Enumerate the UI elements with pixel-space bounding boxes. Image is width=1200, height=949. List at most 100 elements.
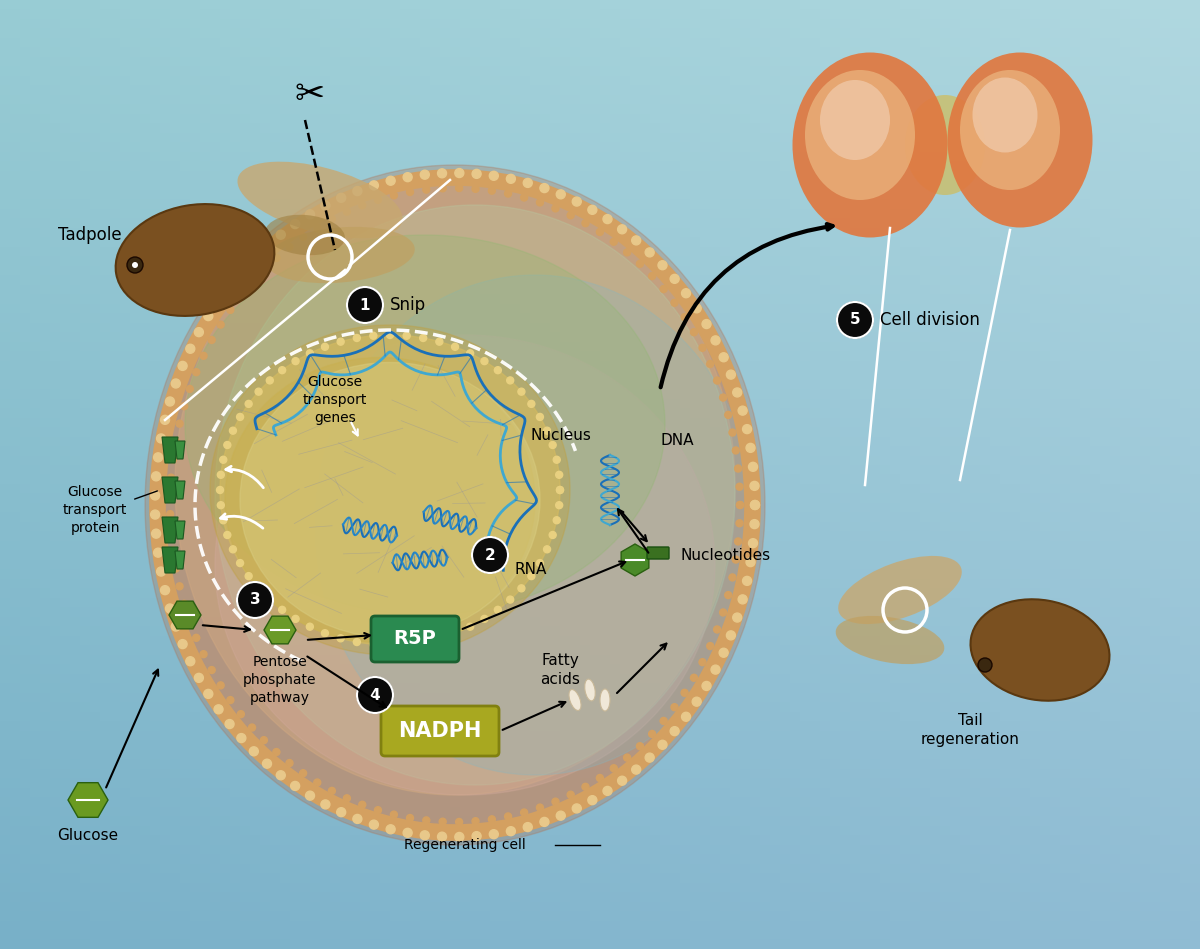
- Circle shape: [682, 314, 688, 321]
- Circle shape: [407, 814, 414, 822]
- Circle shape: [572, 804, 581, 813]
- Circle shape: [719, 648, 728, 658]
- Circle shape: [306, 350, 313, 357]
- Circle shape: [488, 816, 496, 823]
- Circle shape: [370, 820, 378, 829]
- Circle shape: [719, 353, 728, 362]
- Text: 4: 4: [370, 687, 380, 702]
- Circle shape: [544, 427, 551, 435]
- Circle shape: [506, 827, 515, 836]
- Circle shape: [451, 630, 458, 637]
- Circle shape: [374, 807, 382, 813]
- Circle shape: [698, 659, 706, 665]
- Circle shape: [256, 585, 262, 592]
- Text: Nucleotides: Nucleotides: [680, 548, 770, 563]
- Circle shape: [456, 184, 463, 192]
- Ellipse shape: [115, 204, 275, 316]
- Circle shape: [439, 818, 446, 826]
- Circle shape: [181, 402, 187, 410]
- Circle shape: [322, 344, 329, 350]
- Circle shape: [313, 224, 320, 231]
- Circle shape: [151, 530, 161, 538]
- Circle shape: [151, 510, 160, 519]
- Circle shape: [168, 474, 174, 481]
- Circle shape: [208, 337, 215, 344]
- Circle shape: [217, 502, 224, 509]
- Circle shape: [420, 334, 427, 342]
- Ellipse shape: [835, 616, 944, 664]
- Circle shape: [248, 279, 256, 286]
- Circle shape: [658, 261, 667, 270]
- Circle shape: [726, 631, 736, 640]
- Circle shape: [660, 717, 667, 724]
- Circle shape: [156, 434, 166, 443]
- Circle shape: [550, 531, 556, 538]
- Circle shape: [660, 286, 667, 292]
- Circle shape: [263, 759, 271, 768]
- Circle shape: [226, 719, 234, 729]
- Circle shape: [714, 626, 721, 633]
- Text: Nucleus: Nucleus: [530, 427, 590, 442]
- Circle shape: [702, 681, 712, 691]
- Circle shape: [636, 743, 643, 750]
- Circle shape: [193, 368, 199, 376]
- Text: Glucose
transport
genes: Glucose transport genes: [302, 375, 367, 425]
- Circle shape: [582, 783, 589, 791]
- Circle shape: [556, 472, 563, 478]
- Circle shape: [168, 529, 174, 536]
- Circle shape: [572, 197, 581, 206]
- Circle shape: [276, 231, 286, 239]
- Circle shape: [698, 344, 706, 351]
- Circle shape: [236, 414, 244, 420]
- Circle shape: [178, 640, 187, 648]
- Circle shape: [737, 501, 744, 509]
- Circle shape: [169, 547, 176, 554]
- Circle shape: [290, 219, 300, 229]
- Circle shape: [455, 832, 464, 842]
- Circle shape: [353, 639, 360, 645]
- Circle shape: [472, 831, 481, 841]
- Circle shape: [646, 248, 654, 257]
- Polygon shape: [175, 481, 185, 499]
- Ellipse shape: [240, 363, 540, 638]
- Circle shape: [127, 257, 143, 273]
- Circle shape: [518, 585, 524, 592]
- Circle shape: [624, 754, 631, 761]
- Circle shape: [556, 502, 563, 509]
- Ellipse shape: [960, 70, 1060, 190]
- Text: Fatty
acids: Fatty acids: [540, 653, 580, 687]
- Text: Glucose: Glucose: [58, 828, 119, 843]
- Circle shape: [181, 601, 187, 607]
- Circle shape: [728, 429, 736, 436]
- Circle shape: [353, 814, 362, 824]
- Circle shape: [343, 208, 350, 215]
- Circle shape: [173, 438, 179, 445]
- Text: Cell division: Cell division: [880, 311, 980, 329]
- Circle shape: [734, 465, 742, 472]
- Circle shape: [568, 791, 574, 798]
- Circle shape: [266, 377, 274, 384]
- Circle shape: [194, 327, 203, 337]
- Ellipse shape: [215, 335, 715, 795]
- Circle shape: [504, 813, 511, 820]
- Circle shape: [172, 622, 180, 631]
- Circle shape: [506, 175, 515, 183]
- Circle shape: [690, 328, 697, 336]
- Circle shape: [472, 818, 479, 825]
- Circle shape: [161, 586, 169, 595]
- Ellipse shape: [145, 165, 766, 845]
- Circle shape: [550, 441, 556, 449]
- Circle shape: [682, 288, 690, 298]
- Circle shape: [536, 560, 544, 567]
- Circle shape: [337, 194, 346, 202]
- Circle shape: [690, 675, 697, 681]
- Circle shape: [552, 798, 559, 805]
- Circle shape: [238, 711, 245, 717]
- Circle shape: [420, 639, 427, 645]
- Circle shape: [618, 225, 626, 233]
- Circle shape: [306, 623, 313, 630]
- Ellipse shape: [569, 690, 581, 711]
- Circle shape: [557, 487, 564, 493]
- Circle shape: [481, 615, 488, 623]
- Circle shape: [173, 565, 179, 572]
